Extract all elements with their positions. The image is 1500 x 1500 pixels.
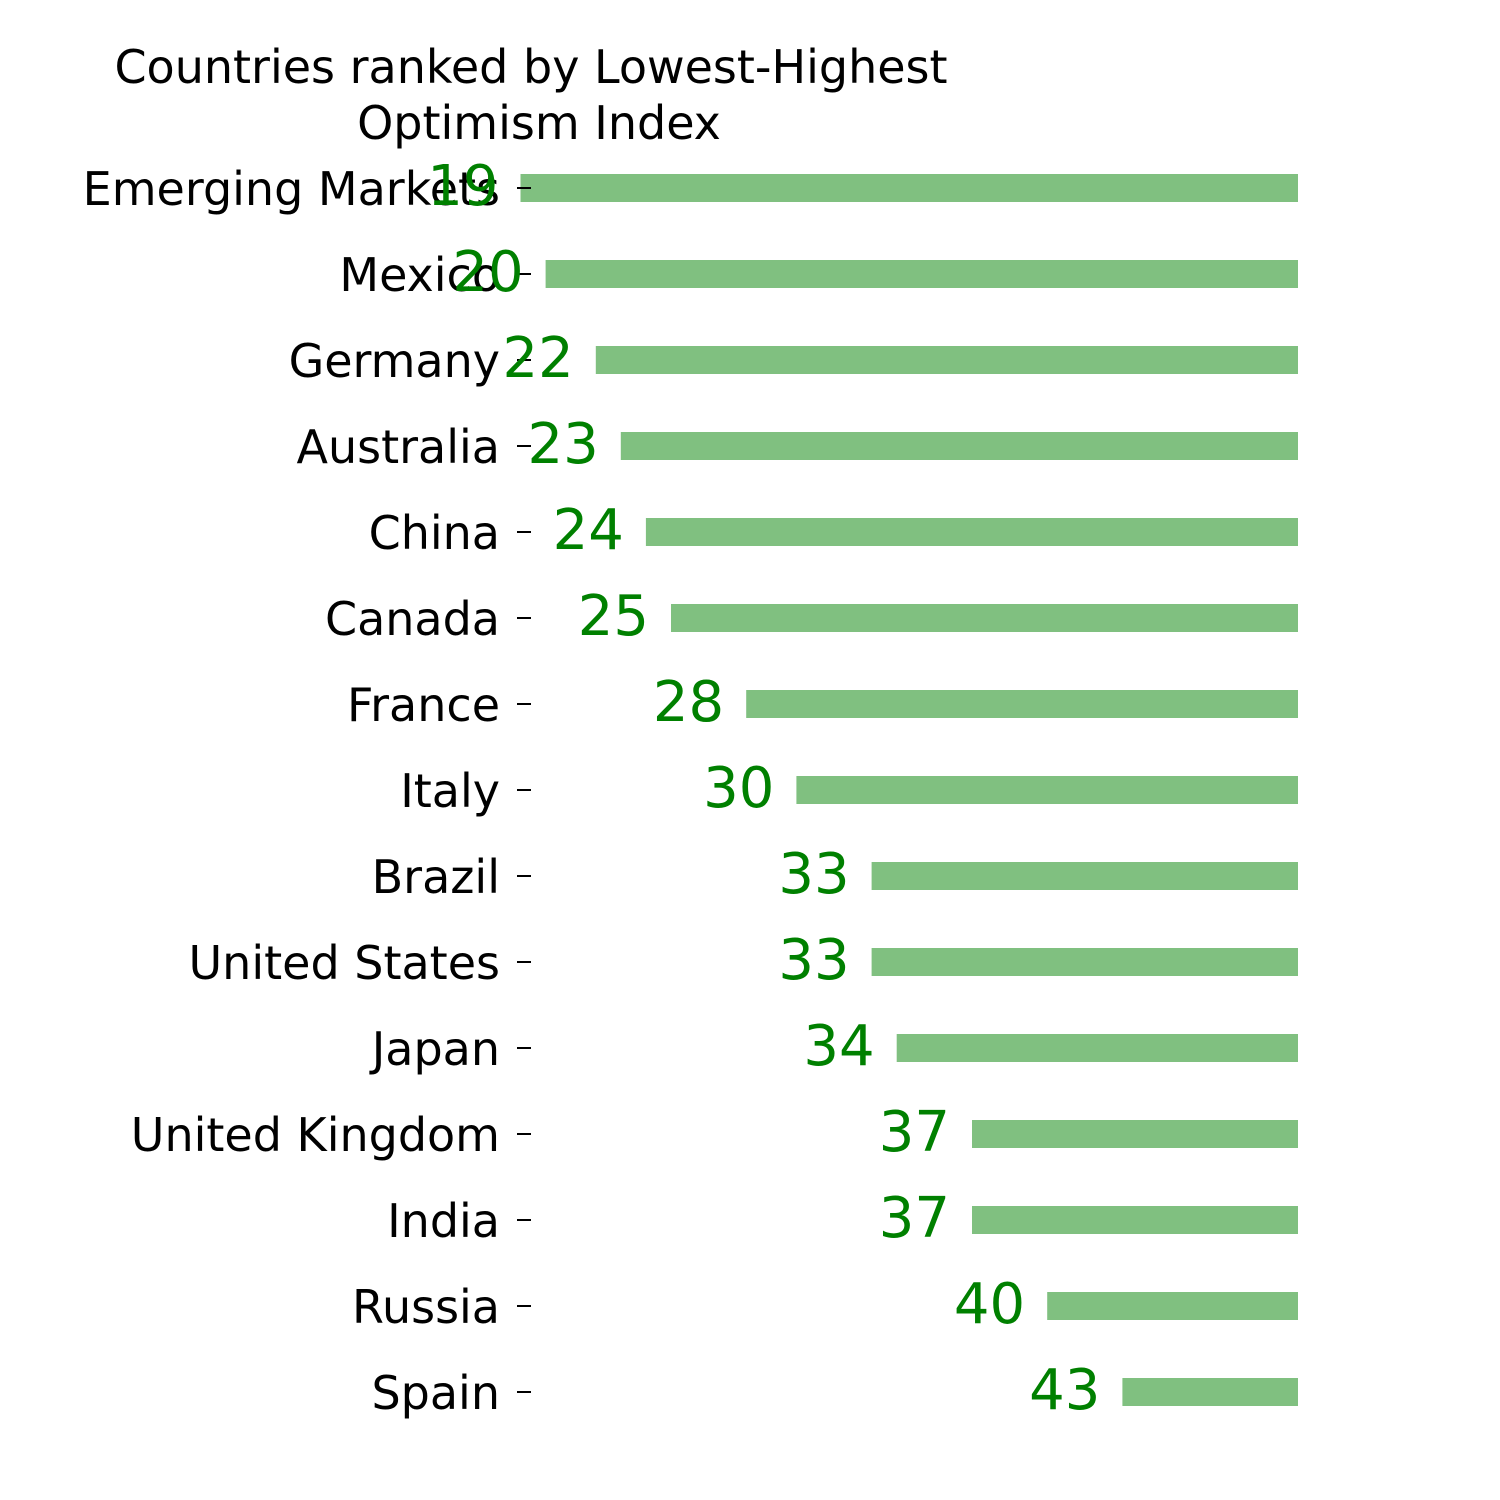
category-label: United Kingdom: [131, 1108, 500, 1162]
bar: [896, 1034, 1298, 1062]
chart-title-line-1: Countries ranked by Lowest-Highest: [114, 40, 947, 94]
category-label: Japan: [369, 1022, 500, 1076]
bar: [595, 346, 1298, 374]
value-label: 33: [778, 842, 849, 907]
category-label: Canada: [325, 592, 500, 646]
category-label: Brazil: [372, 850, 500, 904]
category-label: Mexico: [339, 248, 500, 302]
value-label: 23: [528, 412, 599, 477]
category-label: Australia: [297, 420, 500, 474]
value-label: 37: [879, 1100, 950, 1165]
bar: [671, 604, 1298, 632]
category-label: China: [369, 506, 500, 560]
bar: [520, 174, 1298, 202]
value-label: 30: [703, 756, 774, 821]
bar: [545, 260, 1298, 288]
category-label: Russia: [352, 1280, 500, 1334]
value-label: 40: [954, 1272, 1025, 1337]
bar: [645, 518, 1298, 546]
bar: [1047, 1292, 1298, 1320]
bar: [746, 690, 1298, 718]
category-label: Spain: [371, 1366, 500, 1420]
category-label: India: [387, 1194, 500, 1248]
bar: [972, 1206, 1298, 1234]
value-label: 34: [803, 1014, 874, 1079]
category-label: Germany: [289, 334, 500, 388]
value-label: 20: [452, 240, 523, 305]
bar: [972, 1120, 1298, 1148]
bar: [871, 862, 1298, 890]
bar: [871, 948, 1298, 976]
category-label: Emerging Markets: [83, 162, 500, 216]
value-label: 19: [427, 154, 498, 219]
category-label: United States: [189, 936, 501, 990]
value-label: 24: [553, 498, 624, 563]
value-label: 33: [778, 928, 849, 993]
value-label: 37: [879, 1186, 950, 1251]
category-label: France: [347, 678, 500, 732]
value-label: 43: [1029, 1358, 1100, 1423]
value-label: 25: [578, 584, 649, 649]
bar: [620, 432, 1298, 460]
bar: [796, 776, 1298, 804]
value-label: 28: [653, 670, 724, 735]
value-label: 22: [503, 326, 574, 391]
chart-title-line-2: Optimism Index: [357, 96, 721, 150]
bar: [1122, 1378, 1298, 1406]
category-label: Italy: [400, 764, 500, 818]
